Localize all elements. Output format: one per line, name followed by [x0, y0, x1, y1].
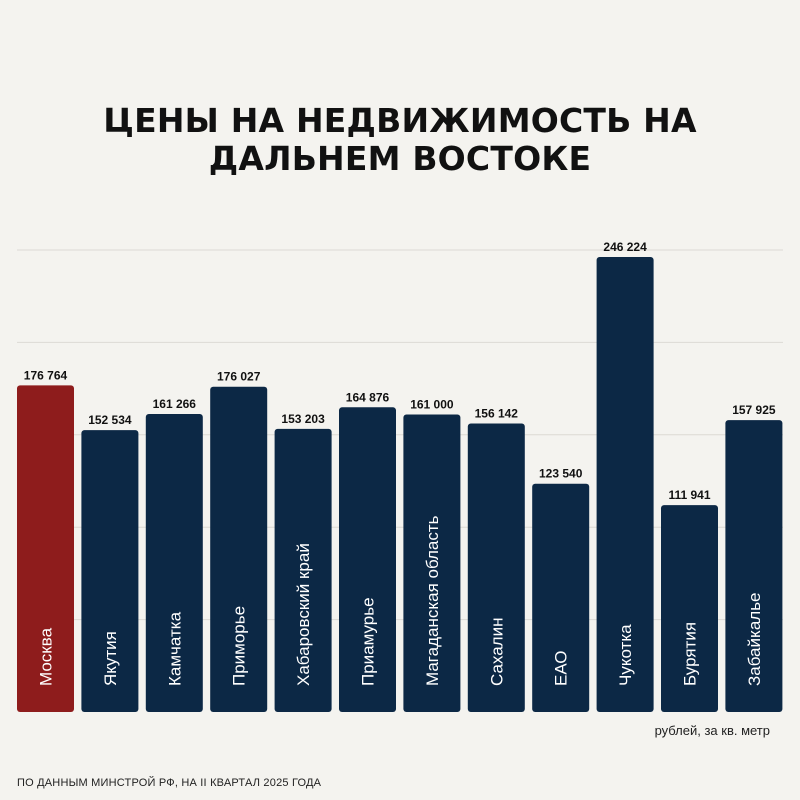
- category-label: ЕАО: [552, 650, 571, 686]
- value-label: 246 224: [603, 240, 647, 254]
- category-label: Якутия: [101, 631, 120, 686]
- bar: [145, 413, 203, 712]
- chart-title-line-2: ДАЛЬНЕМ ВОСТОКЕ: [208, 139, 592, 178]
- value-label: 164 876: [346, 390, 390, 404]
- bar: [274, 428, 332, 712]
- bar: [339, 407, 396, 712]
- grid-layer: [17, 249, 783, 621]
- category-label: Забайкалье: [745, 592, 764, 686]
- bar: [467, 423, 525, 712]
- value-label: 176 027: [217, 370, 261, 384]
- category-label: Сахалин: [487, 618, 506, 687]
- category-label: Приамурье: [359, 597, 378, 686]
- category-label: Бурятия: [681, 622, 700, 686]
- category-label: Хабаровский край: [294, 543, 313, 686]
- value-label: 176 764: [24, 368, 68, 382]
- source-note: ПО ДАННЫМ МИНСТРОЙ РФ, НА II КВАРТАЛ 202…: [17, 777, 322, 789]
- bar: [81, 430, 139, 712]
- value-label: 111 941: [668, 488, 710, 502]
- category-label: Москва: [37, 627, 56, 686]
- value-label: 157 925: [732, 403, 776, 417]
- category-label: Приморье: [230, 606, 249, 686]
- value-label: 161 000: [410, 397, 454, 411]
- value-label: 123 540: [539, 467, 583, 481]
- bar-layer: 176 764 Москва 152 534 Якутия 161 266 Камчатк…: [17, 240, 783, 712]
- value-label: 152 534: [88, 413, 132, 427]
- value-label: 153 203: [281, 412, 325, 426]
- chart-title: ЦЕНЫ НА НЕДВИЖИМОСТЬ НА ДАЛЬНЕМ ВОСТОКЕ: [0, 102, 800, 178]
- bar: [596, 256, 654, 712]
- bar: [17, 385, 74, 712]
- value-label: 156 142: [475, 406, 519, 420]
- unit-label: рублей, за кв. метр: [654, 723, 770, 738]
- bar: [661, 505, 718, 712]
- bar: [725, 420, 783, 712]
- category-label: Магаданская область: [423, 515, 442, 686]
- chart-title-line-1: ЦЕНЫ НА НЕДВИЖИМОСТЬ НА: [103, 101, 697, 140]
- bar: [403, 414, 461, 712]
- category-label: Чукотка: [616, 624, 635, 686]
- value-label: 161 266: [153, 397, 197, 411]
- category-label: Камчатка: [165, 611, 184, 686]
- bar: [210, 386, 268, 712]
- bar: [532, 483, 590, 712]
